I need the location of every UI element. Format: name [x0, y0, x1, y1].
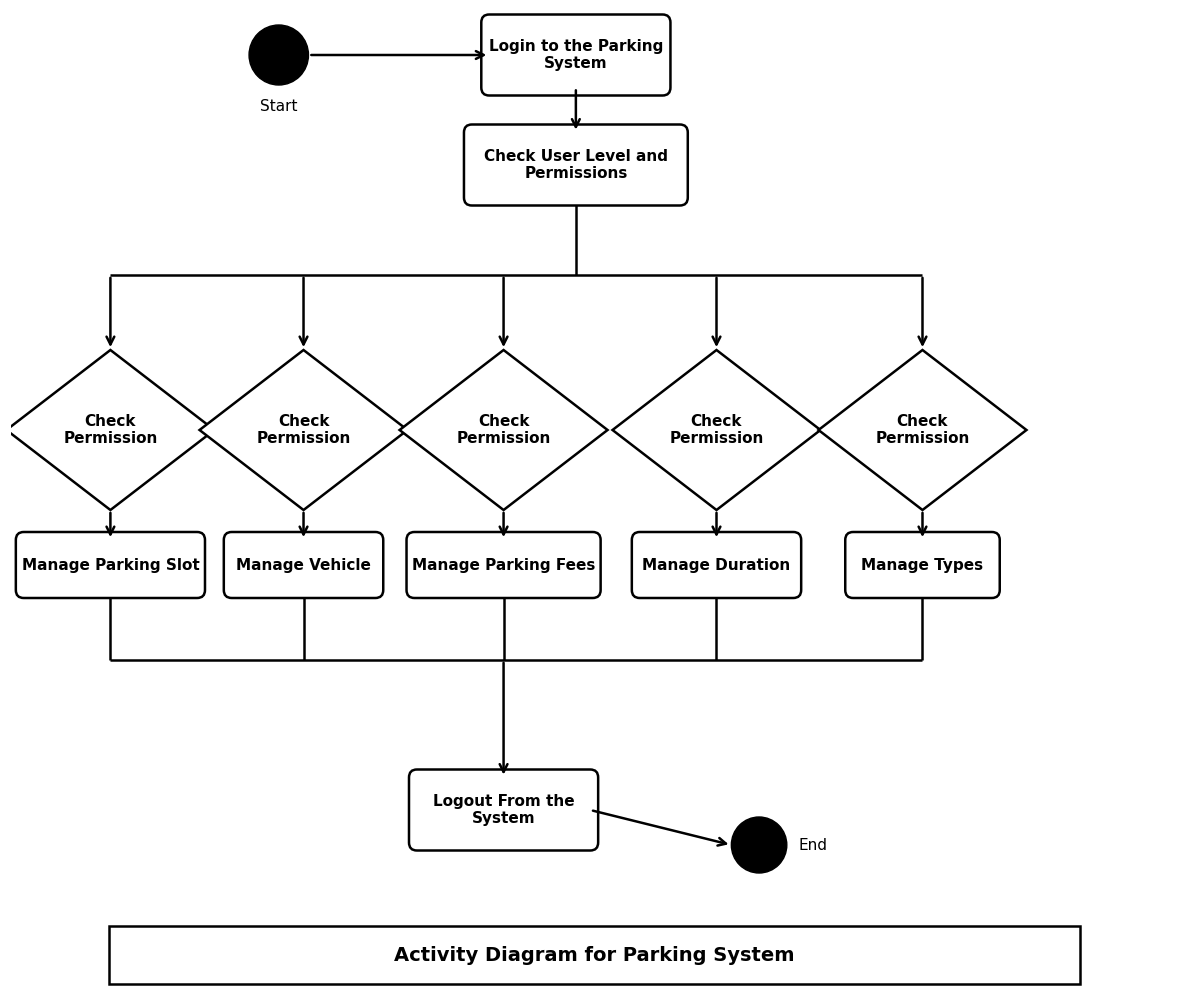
Text: Check
Permission: Check Permission — [64, 414, 158, 446]
Text: Logout From the
System: Logout From the System — [432, 794, 575, 826]
FancyBboxPatch shape — [110, 926, 1080, 984]
Text: Manage Duration: Manage Duration — [642, 558, 790, 573]
FancyBboxPatch shape — [406, 532, 601, 598]
FancyBboxPatch shape — [846, 532, 1000, 598]
Polygon shape — [819, 350, 1026, 510]
Polygon shape — [6, 350, 214, 510]
Circle shape — [249, 25, 309, 85]
Text: Manage Parking Slot: Manage Parking Slot — [21, 558, 199, 573]
FancyBboxPatch shape — [482, 15, 670, 95]
FancyBboxPatch shape — [15, 532, 205, 598]
Text: Activity Diagram for Parking System: Activity Diagram for Parking System — [395, 945, 795, 964]
FancyBboxPatch shape — [464, 124, 688, 206]
Text: Check
Permission: Check Permission — [456, 414, 551, 446]
Text: Check
Permission: Check Permission — [875, 414, 969, 446]
Text: Manage Parking Fees: Manage Parking Fees — [412, 558, 595, 573]
Text: Check
Permission: Check Permission — [257, 414, 351, 446]
Text: Login to the Parking
System: Login to the Parking System — [489, 39, 663, 72]
Polygon shape — [399, 350, 608, 510]
Text: Check
Permission: Check Permission — [669, 414, 763, 446]
Text: Check User Level and
Permissions: Check User Level and Permissions — [484, 149, 668, 181]
Text: Manage Vehicle: Manage Vehicle — [236, 558, 371, 573]
FancyBboxPatch shape — [224, 532, 383, 598]
FancyBboxPatch shape — [409, 769, 598, 851]
Text: Manage Types: Manage Types — [861, 558, 984, 573]
Polygon shape — [199, 350, 408, 510]
FancyBboxPatch shape — [631, 532, 801, 598]
Circle shape — [732, 817, 787, 873]
Text: Start: Start — [260, 99, 298, 114]
Polygon shape — [613, 350, 821, 510]
Text: End: End — [799, 838, 828, 853]
